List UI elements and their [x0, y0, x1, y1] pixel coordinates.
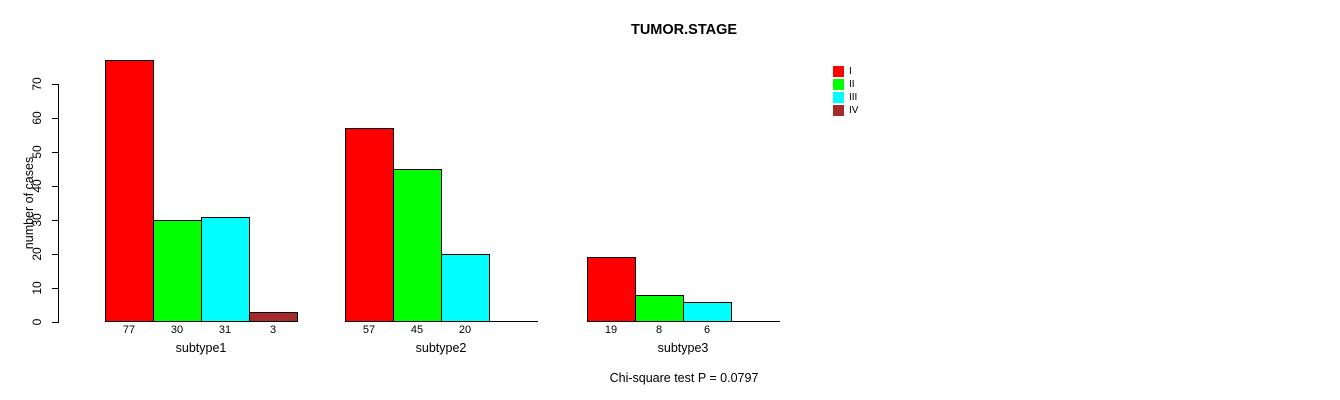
- baseline-segment: [489, 321, 538, 322]
- bar-value-label: 57: [362, 324, 376, 336]
- bar-value-label: 3: [269, 324, 277, 336]
- bar-subtype2-III: [441, 254, 490, 322]
- y-axis-line: [58, 84, 59, 323]
- y-tick: [52, 118, 58, 119]
- y-tick: [52, 84, 58, 85]
- x-category-label: subtype2: [415, 341, 467, 355]
- x-category-label: subtype1: [175, 341, 227, 355]
- bar-subtype3-III: [683, 302, 732, 322]
- bar-subtype1-II: [153, 220, 202, 322]
- bar-subtype1-III: [201, 217, 250, 322]
- legend-label: IV: [849, 105, 859, 116]
- y-tick-label: 40: [30, 179, 44, 193]
- legend-swatch: [833, 105, 844, 116]
- bar-subtype1-IV: [249, 312, 298, 322]
- y-tick-label: 10: [30, 281, 44, 295]
- y-tick: [52, 220, 58, 221]
- bar-value-label: 30: [170, 324, 184, 336]
- bar-value-label: 45: [410, 324, 424, 336]
- y-tick-label: 20: [30, 247, 44, 261]
- bar-subtype2-I: [345, 128, 394, 322]
- bar-value-label: 8: [655, 324, 663, 336]
- legend-swatch: [833, 79, 844, 90]
- baseline-segment: [731, 321, 780, 322]
- bar-value-label: 31: [218, 324, 232, 336]
- legend: I II III IV: [833, 65, 858, 117]
- bar-subtype2-II: [393, 169, 442, 322]
- y-tick: [52, 152, 58, 153]
- chi-square-annotation: Chi-square test P = 0.0797: [609, 371, 759, 385]
- legend-swatch: [833, 66, 844, 77]
- y-tick-label: 50: [30, 145, 44, 159]
- bar-subtype3-II: [635, 295, 684, 322]
- legend-item-IV: IV: [833, 104, 858, 117]
- legend-item-III: III: [833, 91, 858, 104]
- bar-value-label: 77: [122, 324, 136, 336]
- bar-value-label: 20: [458, 324, 472, 336]
- y-axis-label: number of cases: [22, 156, 36, 250]
- legend-item-II: II: [833, 78, 858, 91]
- y-tick-label: 70: [30, 77, 44, 91]
- y-tick: [52, 254, 58, 255]
- y-tick-label: 60: [30, 111, 44, 125]
- legend-label: II: [849, 79, 855, 90]
- legend-label: I: [849, 66, 852, 77]
- bar-value-label: 6: [703, 324, 711, 336]
- legend-swatch: [833, 92, 844, 103]
- bar-subtype1-I: [105, 60, 154, 322]
- y-tick: [52, 322, 58, 323]
- y-tick: [52, 288, 58, 289]
- chart-title: TUMOR.STAGE: [630, 22, 738, 38]
- y-tick-label: 0: [30, 318, 44, 326]
- y-tick: [52, 186, 58, 187]
- legend-label: III: [849, 92, 858, 103]
- x-category-label: subtype3: [657, 341, 709, 355]
- bar-subtype3-I: [587, 257, 636, 322]
- y-tick-label: 30: [30, 213, 44, 227]
- legend-item-I: I: [833, 65, 858, 78]
- bar-value-label: 19: [604, 324, 618, 336]
